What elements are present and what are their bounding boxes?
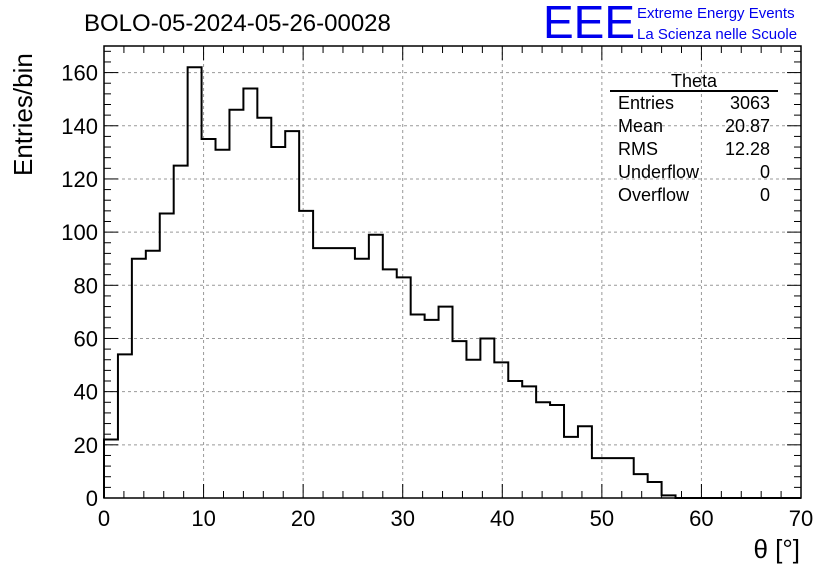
plot-frame bbox=[103, 45, 802, 499]
x-tick-label: 0 bbox=[98, 506, 110, 531]
x-tick-label: 40 bbox=[490, 506, 514, 531]
y-tick-label: 60 bbox=[74, 326, 98, 351]
grid-lines bbox=[104, 46, 801, 498]
y-tick-label: 80 bbox=[74, 273, 98, 298]
stats-label: Entries bbox=[618, 93, 675, 113]
x-tick-label: 60 bbox=[689, 506, 713, 531]
x-tick-label: 70 bbox=[789, 506, 813, 531]
stats-row-entries: Entries 3063 bbox=[610, 92, 778, 115]
histogram-outline bbox=[103, 66, 801, 499]
stats-label: Underflow bbox=[618, 162, 700, 182]
stats-value: 20.87 bbox=[724, 116, 770, 136]
stats-label: Overflow bbox=[618, 185, 690, 205]
stats-value: 12.28 bbox=[724, 139, 770, 159]
y-tick-label: 160 bbox=[61, 61, 98, 86]
logo-line-1: Extreme Energy Events bbox=[637, 5, 795, 22]
x-tick-label: 20 bbox=[291, 506, 315, 531]
stats-value: 3063 bbox=[729, 93, 770, 113]
y-tick-label: 100 bbox=[61, 220, 98, 245]
axis-ticks bbox=[103, 46, 802, 499]
logo-line-2: La Scienza nelle Scuole bbox=[637, 26, 798, 43]
y-tick-label: 20 bbox=[74, 433, 98, 458]
y-tick-label: 120 bbox=[61, 167, 98, 192]
y-tick-label: 40 bbox=[74, 380, 98, 405]
x-tick-label: 30 bbox=[390, 506, 414, 531]
y-tick-label: 0 bbox=[86, 486, 98, 511]
stats-row-overflow: Overflow 0 bbox=[610, 184, 778, 207]
stats-label: RMS bbox=[618, 139, 658, 159]
x-axis-label: θ [°] bbox=[753, 534, 800, 564]
stats-row-rms: RMS 12.28 bbox=[610, 138, 778, 161]
stats-value: 0 bbox=[759, 185, 770, 205]
histogram-series bbox=[103, 66, 801, 499]
stats-row-mean: Mean 20.87 bbox=[610, 115, 778, 138]
logo-text: Extreme Energy Events La Scienza nelle S… bbox=[637, 3, 797, 45]
stats-value: 0 bbox=[759, 162, 770, 182]
x-tick-label: 50 bbox=[590, 506, 614, 531]
x-tick-label: 10 bbox=[191, 506, 215, 531]
chart-title: BOLO-05-2024-05-26-00028 bbox=[84, 10, 391, 37]
stats-label: Mean bbox=[618, 116, 664, 136]
stats-title: Theta bbox=[610, 70, 778, 92]
stats-box: Theta Entries 3063 Mean 20.87 RMS 12.28 Und… bbox=[610, 70, 778, 207]
plot-border bbox=[103, 45, 802, 499]
stats-row-underflow: Underflow 0 bbox=[610, 161, 778, 184]
y-tick-label: 140 bbox=[61, 114, 98, 139]
tick-labels: 0 10 20 30 40 50 60 70 0 20 40 60 80 100 120 140 160 bbox=[61, 61, 813, 531]
y-axis-label: Entries/bin bbox=[8, 53, 38, 176]
eee-logo: EEE bbox=[543, 0, 635, 44]
logo-letters: EEE bbox=[543, 0, 635, 44]
